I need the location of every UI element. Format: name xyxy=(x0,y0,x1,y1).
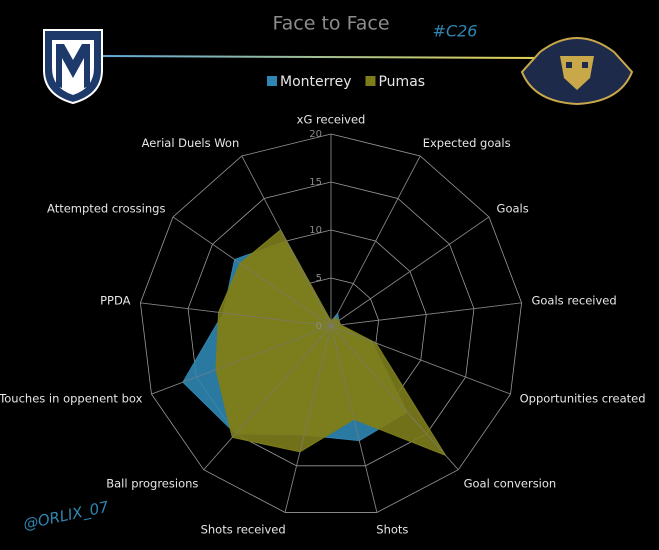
category-label: Goal conversion xyxy=(464,477,557,491)
category-label: Aerial Duels Won xyxy=(142,136,240,150)
y-tick-label: 0 xyxy=(316,321,322,332)
spoke-overlay xyxy=(330,325,459,470)
spoke-overlay xyxy=(284,325,332,513)
category-label: Touches in oppenent box xyxy=(0,392,143,406)
spoke-overlay xyxy=(330,155,421,327)
chart-title: Face to Face xyxy=(272,13,389,35)
y-tick-label: 5 xyxy=(316,273,322,284)
category-label: Attempted crossings xyxy=(47,201,165,215)
grid-ring xyxy=(187,181,475,467)
y-tick-label: 20 xyxy=(309,129,322,140)
legend-swatch xyxy=(365,76,376,86)
legend-swatch xyxy=(267,76,277,86)
legend-label: Pumas xyxy=(378,74,425,90)
spoke-overlay xyxy=(330,325,511,395)
category-label: Goals xyxy=(497,201,529,215)
spoke-overlay xyxy=(151,325,332,395)
category-label: PPDA xyxy=(100,294,131,308)
tag: #C26 xyxy=(433,22,478,41)
spoke-overlay xyxy=(241,155,332,327)
pumas-logo xyxy=(520,37,634,106)
spoke-overlay xyxy=(330,325,378,513)
grid-ring xyxy=(139,133,523,513)
category-label: Shots received xyxy=(201,523,286,537)
category-label: xG received xyxy=(297,113,366,127)
spoke-overlay xyxy=(140,302,332,327)
spoke-overlay xyxy=(330,216,490,327)
category-label: Ball progresions xyxy=(106,477,198,491)
category-label: Goals received xyxy=(531,294,616,308)
category-label: Expected goals xyxy=(423,136,511,150)
y-tick-label: 10 xyxy=(309,225,322,236)
spoke-overlay xyxy=(203,325,332,470)
legend-label: Monterrey xyxy=(280,74,351,90)
monterrey-logo xyxy=(43,29,103,105)
spoke-overlay xyxy=(172,216,332,327)
spoke-overlay xyxy=(330,302,522,327)
y-tick-label: 15 xyxy=(309,177,322,188)
category-label: Shots xyxy=(376,523,408,537)
category-label: Opportunities created xyxy=(520,392,646,406)
header-line xyxy=(99,55,546,59)
